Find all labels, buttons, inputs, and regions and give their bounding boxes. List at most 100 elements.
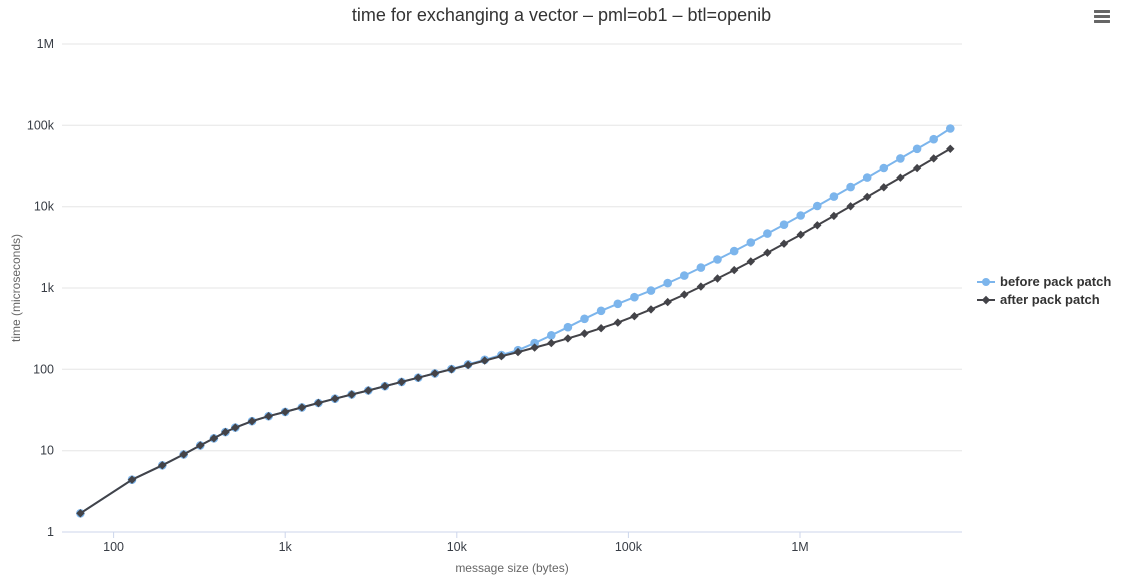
data-point-after-pack-patch[interactable] bbox=[730, 265, 739, 275]
data-point-before-pack-patch[interactable] bbox=[563, 322, 573, 332]
series-line-before-pack-patch bbox=[79, 127, 952, 515]
data-point-after-pack-patch[interactable] bbox=[430, 369, 440, 378]
data-point-after-pack-patch[interactable] bbox=[779, 239, 789, 248]
data-point-after-pack-patch[interactable] bbox=[247, 417, 257, 426]
data-point-after-pack-patch[interactable] bbox=[946, 144, 955, 153]
data-point-after-pack-patch[interactable] bbox=[127, 475, 137, 484]
y-tick-label: 10 bbox=[40, 444, 54, 458]
y-tick-label: 1 bbox=[47, 525, 54, 539]
data-point-before-pack-patch[interactable] bbox=[862, 173, 872, 182]
data-point-after-pack-patch[interactable] bbox=[929, 154, 938, 163]
data-point-before-pack-patch[interactable] bbox=[796, 211, 805, 220]
y-axis-title: time (microseconds) bbox=[9, 233, 23, 343]
data-point-after-pack-patch[interactable] bbox=[613, 318, 622, 327]
x-axis-title: message size (bytes) bbox=[455, 561, 569, 575]
legend-item-before-pack-patch[interactable]: before pack patch bbox=[977, 272, 1111, 290]
data-point-after-pack-patch[interactable] bbox=[209, 434, 219, 443]
data-point-after-pack-patch[interactable] bbox=[463, 360, 473, 370]
legend-marker-diamond-icon bbox=[977, 293, 995, 305]
data-point-before-pack-patch[interactable] bbox=[663, 278, 672, 288]
data-point-after-pack-patch[interactable] bbox=[380, 382, 390, 391]
data-point-before-pack-patch[interactable] bbox=[596, 306, 606, 316]
data-point-before-pack-patch[interactable] bbox=[946, 124, 955, 133]
data-point-before-pack-patch[interactable] bbox=[630, 292, 639, 302]
x-tick-label: 1M bbox=[791, 540, 808, 554]
data-point-after-pack-patch[interactable] bbox=[221, 427, 230, 437]
legend-label: after pack patch bbox=[1000, 291, 1100, 307]
data-point-before-pack-patch[interactable] bbox=[779, 220, 789, 229]
x-tick-label: 100 bbox=[103, 540, 124, 554]
data-point-after-pack-patch[interactable] bbox=[680, 290, 689, 299]
data-point-after-pack-patch[interactable] bbox=[829, 211, 839, 221]
data-point-after-pack-patch[interactable] bbox=[347, 390, 356, 399]
data-point-after-pack-patch[interactable] bbox=[397, 377, 406, 387]
data-point-after-pack-patch[interactable] bbox=[646, 305, 656, 314]
data-point-after-pack-patch[interactable] bbox=[713, 274, 722, 283]
data-point-after-pack-patch[interactable] bbox=[179, 450, 188, 459]
data-point-after-pack-patch[interactable] bbox=[76, 509, 85, 518]
hamburger-icon bbox=[1094, 9, 1112, 23]
data-point-after-pack-patch[interactable] bbox=[912, 163, 922, 173]
data-point-after-pack-patch[interactable] bbox=[330, 394, 340, 403]
data-point-after-pack-patch[interactable] bbox=[297, 403, 307, 412]
data-point-after-pack-patch[interactable] bbox=[746, 257, 755, 266]
data-point-before-pack-patch[interactable] bbox=[729, 246, 739, 256]
data-point-before-pack-patch[interactable] bbox=[912, 144, 922, 154]
data-point-after-pack-patch[interactable] bbox=[231, 423, 240, 432]
data-point-before-pack-patch[interactable] bbox=[929, 134, 938, 144]
data-point-before-pack-patch[interactable] bbox=[613, 299, 623, 309]
data-point-after-pack-patch[interactable] bbox=[796, 230, 805, 239]
data-point-after-pack-patch[interactable] bbox=[596, 324, 606, 333]
y-tick-label: 100 bbox=[33, 362, 54, 376]
data-point-after-pack-patch[interactable] bbox=[497, 352, 506, 361]
data-point-before-pack-patch[interactable] bbox=[696, 263, 706, 272]
data-point-after-pack-patch[interactable] bbox=[513, 347, 523, 357]
data-point-after-pack-patch[interactable] bbox=[480, 356, 489, 365]
data-point-after-pack-patch[interactable] bbox=[896, 173, 905, 182]
data-point-after-pack-patch[interactable] bbox=[879, 183, 888, 192]
data-point-after-pack-patch[interactable] bbox=[846, 202, 855, 211]
export-menu-button[interactable] bbox=[1091, 5, 1115, 27]
data-point-after-pack-patch[interactable] bbox=[196, 441, 205, 450]
data-point-before-pack-patch[interactable] bbox=[530, 338, 539, 348]
data-point-after-pack-patch[interactable] bbox=[447, 365, 456, 374]
data-point-before-pack-patch[interactable] bbox=[680, 271, 689, 280]
data-point-after-pack-patch[interactable] bbox=[630, 312, 639, 321]
data-point-before-pack-patch[interactable] bbox=[547, 331, 556, 340]
x-tick-label: 100k bbox=[615, 540, 643, 554]
legend: before pack patch after pack patch bbox=[977, 272, 1111, 308]
data-point-after-pack-patch[interactable] bbox=[281, 407, 290, 417]
data-point-after-pack-patch[interactable] bbox=[264, 412, 273, 421]
data-point-after-pack-patch[interactable] bbox=[863, 192, 872, 202]
data-point-before-pack-patch[interactable] bbox=[813, 201, 822, 211]
data-point-before-pack-patch[interactable] bbox=[646, 286, 656, 295]
data-point-after-pack-patch[interactable] bbox=[813, 221, 822, 230]
data-point-after-pack-patch[interactable] bbox=[414, 373, 423, 382]
data-point-before-pack-patch[interactable] bbox=[829, 192, 839, 201]
data-point-after-pack-patch[interactable] bbox=[763, 248, 772, 257]
data-point-before-pack-patch[interactable] bbox=[879, 163, 889, 173]
data-point-before-pack-patch[interactable] bbox=[746, 238, 756, 247]
data-point-before-pack-patch[interactable] bbox=[846, 182, 855, 192]
data-point-after-pack-patch[interactable] bbox=[696, 282, 706, 291]
data-point-after-pack-patch[interactable] bbox=[563, 334, 573, 343]
data-point-after-pack-patch[interactable] bbox=[364, 386, 373, 395]
chart-title: time for exchanging a vector – pml=ob1 –… bbox=[351, 5, 772, 25]
y-tick-label: 1k bbox=[41, 281, 55, 295]
data-point-before-pack-patch[interactable] bbox=[763, 229, 772, 238]
x-tick-label: 1k bbox=[279, 540, 293, 554]
x-tick-label: 10k bbox=[447, 540, 468, 554]
data-point-after-pack-patch[interactable] bbox=[530, 343, 539, 352]
data-point-before-pack-patch[interactable] bbox=[580, 314, 589, 324]
data-point-after-pack-patch[interactable] bbox=[547, 338, 556, 348]
data-point-after-pack-patch[interactable] bbox=[314, 398, 323, 408]
y-tick-label: 1M bbox=[37, 37, 54, 51]
y-tick-label: 100k bbox=[27, 118, 55, 132]
data-point-before-pack-patch[interactable] bbox=[896, 154, 905, 163]
data-point-after-pack-patch[interactable] bbox=[158, 461, 167, 470]
data-point-after-pack-patch[interactable] bbox=[580, 329, 589, 338]
data-point-after-pack-patch[interactable] bbox=[663, 297, 672, 307]
legend-item-after-pack-patch[interactable]: after pack patch bbox=[977, 290, 1111, 308]
data-point-before-pack-patch[interactable] bbox=[713, 255, 722, 264]
